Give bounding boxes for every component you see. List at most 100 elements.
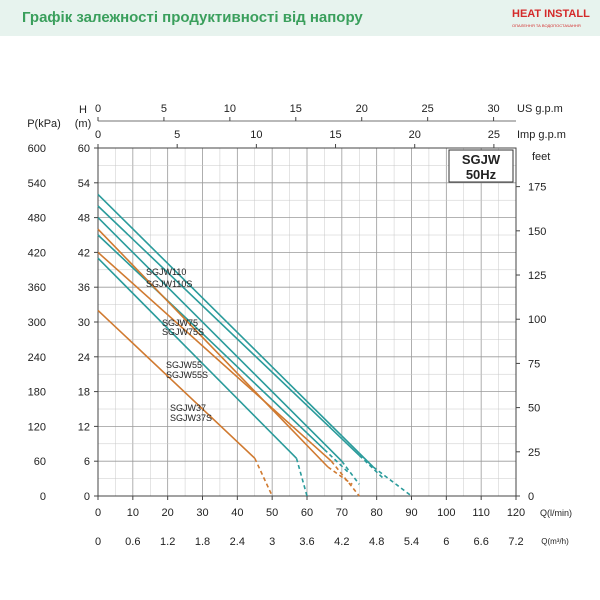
series-label-sgjw75: SGJW75 <box>162 318 198 328</box>
tick-label-q-m3h: 3 <box>269 536 275 548</box>
tick-label-p: 240 <box>28 352 46 364</box>
series-label-sgjw37s: SGJW37S <box>170 413 212 423</box>
axis-unit-h: (m) <box>75 118 92 130</box>
tick-label-q-m3h: 4.8 <box>369 536 384 548</box>
tick-label-h: 6 <box>84 456 90 468</box>
tick-label-imp-gpm: 25 <box>488 129 500 141</box>
curve-dashed-sgjw55 <box>323 449 350 474</box>
tick-label-h: 30 <box>78 317 90 329</box>
tick-label-q-lmin: 70 <box>336 507 348 519</box>
curve-dashed-sgjw110s <box>358 454 385 480</box>
model-box <box>448 149 514 183</box>
tick-label-us-gpm: 10 <box>224 103 236 115</box>
curve-dashed-sgjw75s <box>327 466 353 486</box>
curve-sgjw37s <box>97 309 256 459</box>
model-box-frequency: 50Hz <box>466 167 497 182</box>
tick-label-p: 600 <box>28 143 46 155</box>
series-label-sgjw110: SGJW110 <box>146 267 186 277</box>
tick-label-q-lmin: 0 <box>95 507 101 519</box>
axis-label-p: P(kPa) <box>27 118 61 130</box>
tick-label-q-m3h: 5.4 <box>404 536 419 548</box>
tick-label-p: 540 <box>28 178 46 190</box>
series-label-sgjw110s: SGJW110S <box>146 279 192 289</box>
tick-label-q-m3h: 3.6 <box>299 536 314 548</box>
tick-label-q-m3h: 7.2 <box>508 536 523 548</box>
tick-label-p: 120 <box>28 421 46 433</box>
tick-label-us-gpm: 0 <box>95 103 101 115</box>
tick-label-h: 48 <box>78 213 90 225</box>
tick-label-p: 360 <box>28 282 46 294</box>
header-banner: Графік залежності продуктивності від нап… <box>0 0 600 36</box>
curve-sgjw75 <box>97 217 343 462</box>
tick-label-feet: 175 <box>528 182 546 194</box>
tick-label-p: 420 <box>28 247 46 259</box>
tick-label-p: 0 <box>40 491 46 503</box>
tick-label-us-gpm: 20 <box>356 103 368 115</box>
tick-label-feet: 75 <box>528 358 540 370</box>
axis-label-feet: feet <box>532 151 550 163</box>
tick-label-q-lmin: 100 <box>437 507 455 519</box>
curve-sgjw75s <box>97 228 329 468</box>
tick-label-h: 24 <box>78 352 90 364</box>
curve-sgjw110 <box>97 193 374 468</box>
curve-sgjw55s <box>97 251 332 462</box>
tick-label-q-m3h: 6.6 <box>474 536 489 548</box>
tick-label-q-m3h: 6 <box>443 536 449 548</box>
tick-label-feet: 125 <box>528 270 546 282</box>
tick-label-q-lmin: 60 <box>301 507 313 519</box>
tick-label-q-m3h: 0 <box>95 536 101 548</box>
grid <box>97 147 517 497</box>
tick-label-feet: 0 <box>528 491 534 503</box>
curve-sgjw110s <box>97 205 360 456</box>
tick-label-h: 18 <box>78 387 90 399</box>
curve-dashed-sgjw37 <box>295 458 308 497</box>
tick-label-q-lmin: 30 <box>196 507 208 519</box>
tick-label-feet: 25 <box>528 447 540 459</box>
series-label-sgjw37: SGJW37 <box>170 403 206 413</box>
tick-label-q-m3h: 2.4 <box>230 536 245 548</box>
curve-sgjw37 <box>97 257 298 459</box>
tick-label-q-lmin: 20 <box>162 507 174 519</box>
tick-label-imp-gpm: 0 <box>95 129 101 141</box>
tick-label-q-m3h: 1.2 <box>160 536 175 548</box>
tick-label-us-gpm: 15 <box>290 103 302 115</box>
axes: 06121824303642485460H(m)0601201802403003… <box>27 103 572 548</box>
tick-label-p: 180 <box>28 387 46 399</box>
tick-label-h: 0 <box>84 491 90 503</box>
series-label-sgjw55: SGJW55 <box>166 360 202 370</box>
tick-label-p: 60 <box>34 456 46 468</box>
tick-label-q-lmin: 10 <box>127 507 139 519</box>
tick-label-q-m3h: 1.8 <box>195 536 210 548</box>
logo-subtitle: ОПАЛЕННЯ ТА ВОДОПОСТАЧАННЯ <box>512 23 581 28</box>
curve-dashed-sgjw55s <box>330 460 360 497</box>
curve-dashed-sgjw75 <box>341 460 360 485</box>
series-label-sgjw55s: SGJW55S <box>166 370 208 380</box>
tick-label-q-lmin: 120 <box>507 507 525 519</box>
tick-label-imp-gpm: 15 <box>329 129 341 141</box>
axis-label-q-m3h: Q(m³/h) <box>541 537 569 546</box>
tick-label-q-lmin: 50 <box>266 507 278 519</box>
tick-label-feet: 100 <box>528 314 546 326</box>
tick-label-h: 54 <box>78 178 90 190</box>
tick-label-q-lmin: 90 <box>405 507 417 519</box>
logo-text: HEAT INSTALL <box>512 8 590 20</box>
curve-dashed-sgjw37s <box>254 457 273 497</box>
tick-label-p: 300 <box>28 317 46 329</box>
curves <box>97 193 412 497</box>
tick-label-q-lmin: 110 <box>472 507 490 519</box>
tick-label-feet: 150 <box>528 226 546 238</box>
series-label-sgjw75s: SGJW75S <box>162 327 204 337</box>
tick-label-h: 42 <box>78 247 90 259</box>
tick-label-q-m3h: 0.6 <box>125 536 140 548</box>
tick-label-imp-gpm: 5 <box>174 129 180 141</box>
heat-install-logo: HEAT INSTALL ОПАЛЕННЯ ТА ВОДОПОСТАЧАННЯ <box>512 8 596 34</box>
tick-label-imp-gpm: 20 <box>409 129 421 141</box>
axis-label-us-gpm: US g.p.m <box>517 103 563 115</box>
curve-dashed-sgjw110 <box>372 466 412 497</box>
tick-label-q-m3h: 4.2 <box>334 536 349 548</box>
tick-label-h: 36 <box>78 282 90 294</box>
tick-label-us-gpm: 30 <box>487 103 499 115</box>
curve-sgjw55 <box>97 234 325 451</box>
